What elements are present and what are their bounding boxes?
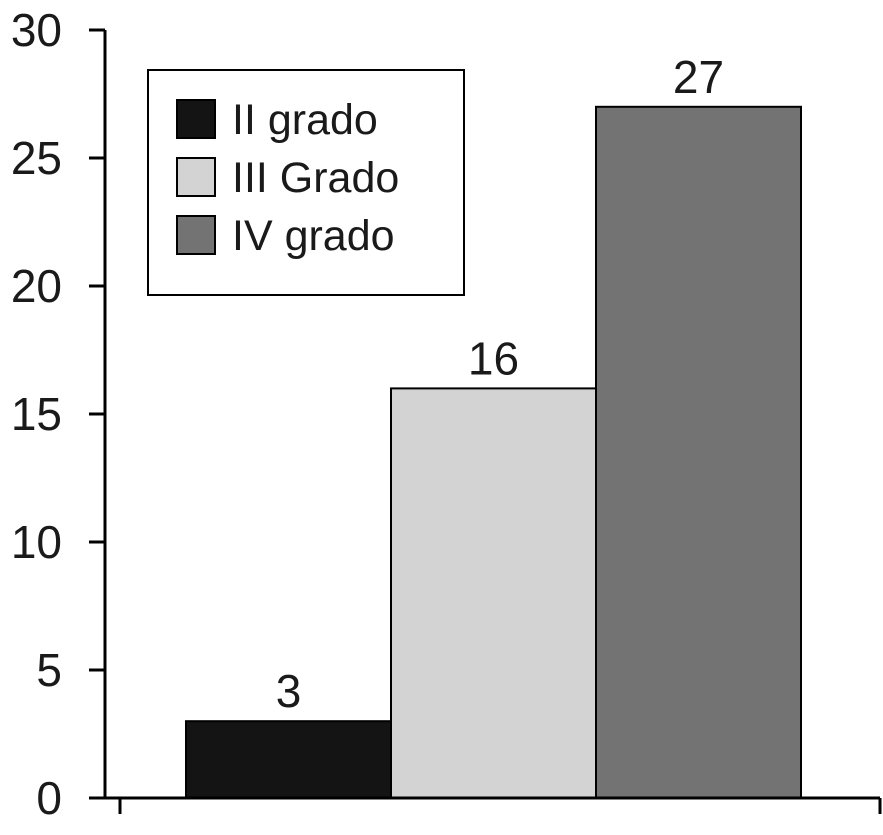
bar-3 [595, 105, 802, 800]
bar-value-label: 16 [468, 332, 519, 384]
y-tick-label: 15 [11, 388, 62, 440]
legend-swatch [176, 157, 216, 197]
y-tick-label: 20 [11, 260, 62, 312]
y-tick-label: 25 [11, 132, 62, 184]
y-axis-ticks: 0 5 10 15 20 25 30 [11, 4, 882, 824]
legend-label: II grado [232, 96, 378, 144]
data-labels: 3 16 27 [276, 51, 724, 717]
legend: II grado III Grado IV grado [147, 69, 465, 296]
y-tick-label: 0 [36, 772, 62, 824]
legend-label: III Grado [232, 154, 399, 202]
y-tick-label: 5 [36, 644, 62, 696]
y-tick-label: 30 [11, 4, 62, 56]
bar-value-label: 3 [276, 665, 302, 717]
bars [185, 105, 802, 800]
bar-1 [185, 720, 392, 800]
legend-label: IV grado [232, 212, 395, 260]
bar-value-label: 27 [673, 51, 724, 103]
y-tick-label: 10 [11, 516, 62, 568]
legend-swatch [176, 99, 216, 139]
legend-swatch [176, 215, 216, 255]
bar-2 [390, 387, 597, 799]
